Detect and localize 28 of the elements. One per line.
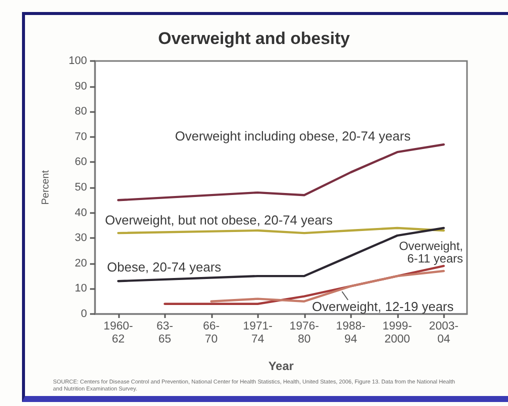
- y-axis-title: Percent: [40, 170, 52, 205]
- chart-title: Overweight and obesity: [158, 29, 350, 48]
- y-tick-label: 80: [74, 106, 87, 118]
- x-tick-label: 2003-04: [429, 320, 459, 346]
- series-label: Overweight, 6-11 years: [398, 238, 463, 266]
- y-tick-label: 40: [74, 206, 87, 219]
- y-tick-label: 70: [74, 130, 87, 143]
- x-tick-label: 1960-62: [104, 320, 134, 346]
- x-axis-title: Year: [268, 359, 294, 373]
- series-label: Overweight, but not obese, 20-74 years: [105, 212, 334, 228]
- y-tick-label: 10: [74, 282, 87, 295]
- x-tick-label: 63-65: [156, 320, 174, 346]
- y-tick-label: 0: [80, 308, 87, 320]
- x-tick-label: 66-70: [202, 320, 220, 346]
- y-tick-label: 50: [74, 182, 87, 194]
- y-tick-label: 60: [74, 156, 87, 168]
- series-label: Overweight, 12-19 years: [312, 299, 454, 314]
- line-series: [117, 143, 445, 202]
- y-tick-label: 100: [68, 55, 87, 67]
- x-tick-label: 1976-80: [290, 320, 320, 346]
- x-tick-label: 1988-94: [336, 320, 366, 346]
- series-label: Overweight including obese, 20-74 years: [175, 128, 412, 144]
- x-tick-label: 1971-74: [243, 320, 273, 346]
- y-tick-label: 90: [74, 80, 87, 92]
- x-tick-label: 1999-2000: [382, 320, 412, 346]
- y-tick-label: 30: [74, 232, 87, 244]
- y-tick-label: 20: [74, 257, 87, 270]
- series-label: Obese, 20-74 years: [107, 260, 222, 274]
